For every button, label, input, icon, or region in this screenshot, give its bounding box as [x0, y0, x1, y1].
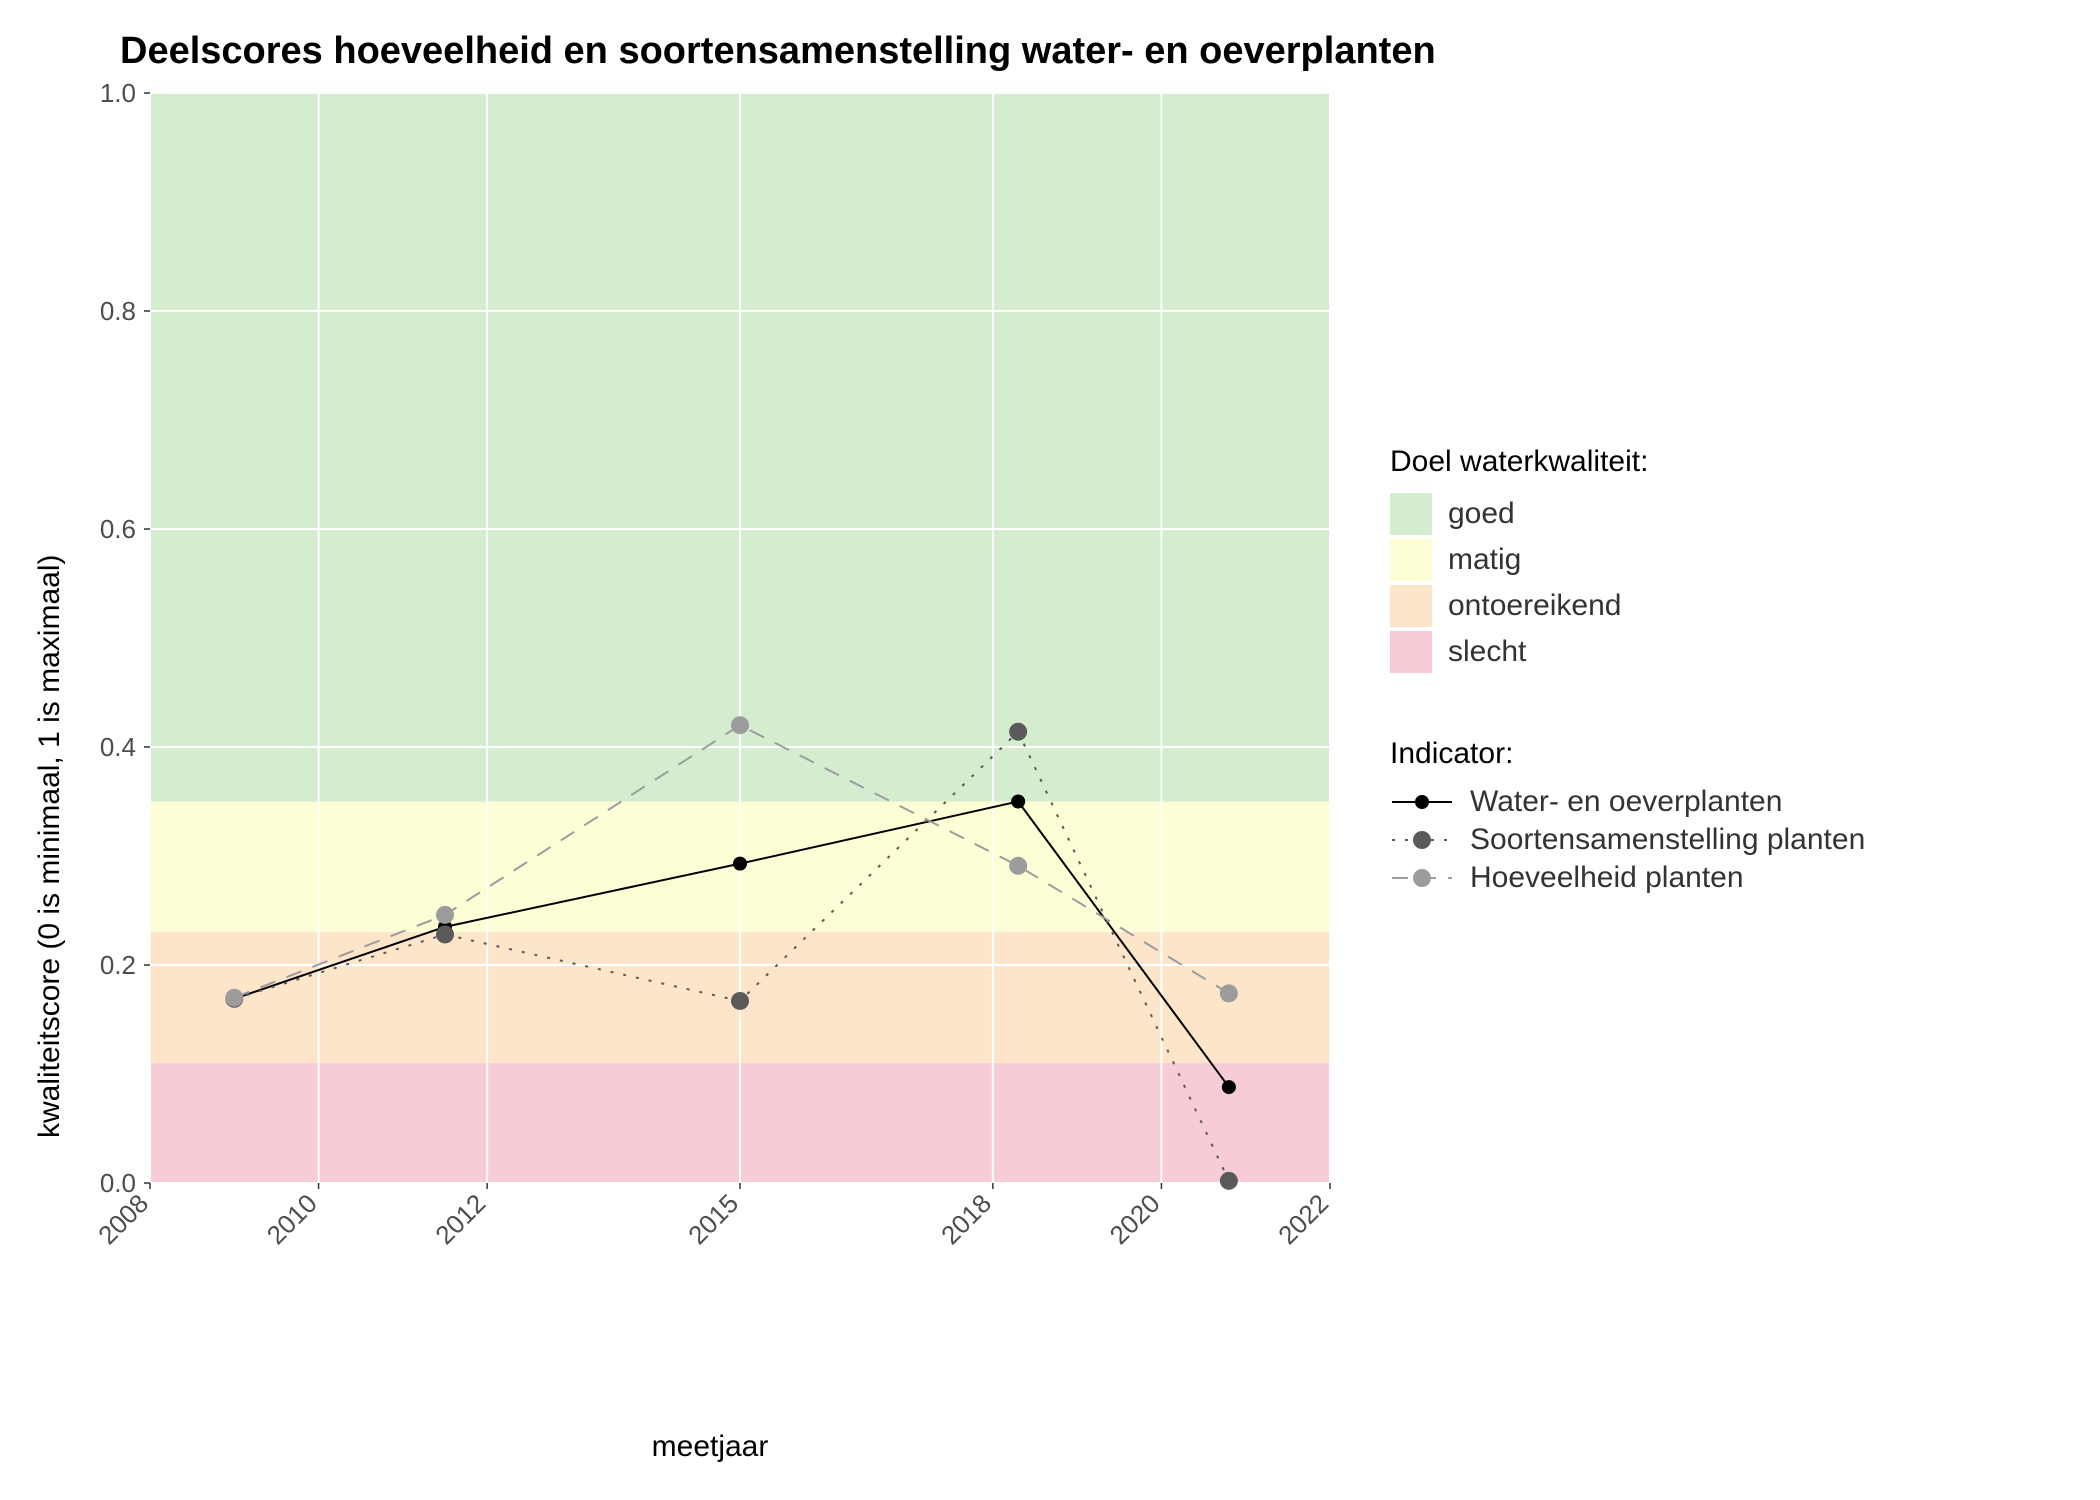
- svg-text:2015: 2015: [682, 1188, 744, 1250]
- svg-text:0.2: 0.2: [100, 950, 136, 980]
- series-legend-title: Indicator:: [1390, 737, 1990, 771]
- series-swatch: [1390, 788, 1454, 816]
- band-label: goed: [1448, 497, 1515, 531]
- band-legend-title: Doel waterkwaliteit:: [1390, 445, 1990, 479]
- svg-text:1.0: 1.0: [100, 83, 136, 108]
- svg-text:0.8: 0.8: [100, 296, 136, 326]
- band-label: matig: [1448, 543, 1521, 577]
- y-axis-label: kwaliteitscore (0 is minimaal, 1 is maxi…: [30, 83, 70, 1470]
- svg-text:0.4: 0.4: [100, 732, 136, 762]
- svg-text:2012: 2012: [429, 1188, 491, 1250]
- band-legend-item: goed: [1390, 493, 1990, 535]
- series-label: Water- en oeverplanten: [1470, 785, 1782, 819]
- series-legend: Indicator: Water- en oeverplanten Soorten…: [1390, 737, 1990, 899]
- band-swatch: [1390, 539, 1432, 581]
- svg-text:0.6: 0.6: [100, 514, 136, 544]
- band-legend-item: slecht: [1390, 631, 1990, 673]
- svg-text:2022: 2022: [1272, 1188, 1334, 1250]
- band-legend-item: matig: [1390, 539, 1990, 581]
- svg-text:2020: 2020: [1104, 1188, 1166, 1250]
- band-legend-item: ontoereikend: [1390, 585, 1990, 627]
- chart-main-row: kwaliteitscore (0 is minimaal, 1 is maxi…: [30, 83, 2070, 1470]
- band-label: slecht: [1448, 635, 1526, 669]
- line-chart-svg: 0.00.20.40.60.81.02008201020122015201820…: [70, 83, 1350, 1303]
- plot-wrap: 0.00.20.40.60.81.02008201020122015201820…: [70, 83, 1350, 1470]
- series-label: Soortensamenstelling planten: [1470, 823, 1865, 857]
- chart-container: Deelscores hoeveelheid en soortensamenst…: [30, 30, 2070, 1470]
- band-label: ontoereikend: [1448, 589, 1621, 623]
- band-legend: Doel waterkwaliteit: goed matig ontoereike…: [1390, 445, 1990, 677]
- svg-text:2018: 2018: [935, 1188, 997, 1250]
- series-label: Hoeveelheid planten: [1470, 861, 1744, 895]
- band-swatch: [1390, 631, 1432, 673]
- series-swatch: [1390, 826, 1454, 854]
- series-swatch: [1390, 864, 1454, 892]
- band-swatch: [1390, 493, 1432, 535]
- chart-title: Deelscores hoeveelheid en soortensamenst…: [120, 30, 2070, 73]
- band-swatch: [1390, 585, 1432, 627]
- svg-text:2010: 2010: [261, 1188, 323, 1250]
- legend-column: Doel waterkwaliteit: goed matig ontoereike…: [1350, 83, 1990, 1470]
- series-legend-item: Soortensamenstelling planten: [1390, 823, 1990, 857]
- plot-area: 0.00.20.40.60.81.02008201020122015201820…: [70, 83, 1350, 1345]
- series-legend-item: Hoeveelheid planten: [1390, 861, 1990, 895]
- series-legend-item: Water- en oeverplanten: [1390, 785, 1990, 819]
- x-axis-label: meetjaar: [70, 1430, 1350, 1470]
